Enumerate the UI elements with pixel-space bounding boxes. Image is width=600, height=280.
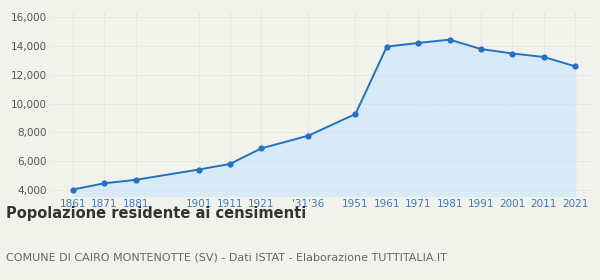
Point [445, 38, 454, 42]
Point [225, 162, 235, 166]
Point [413, 41, 423, 45]
Point [194, 167, 203, 172]
Point [304, 133, 313, 138]
Point [382, 44, 392, 49]
Point [571, 64, 580, 69]
Point [131, 178, 140, 182]
Point [508, 51, 517, 56]
Point [539, 55, 548, 59]
Point [68, 187, 78, 192]
Point [476, 47, 486, 51]
Text: Popolazione residente ai censimenti: Popolazione residente ai censimenti [6, 206, 306, 221]
Point [100, 181, 109, 186]
Point [350, 112, 360, 116]
Text: COMUNE DI CAIRO MONTENOTTE (SV) - Dati ISTAT - Elaborazione TUTTITALIA.IT: COMUNE DI CAIRO MONTENOTTE (SV) - Dati I… [6, 252, 447, 262]
Point [256, 146, 266, 151]
